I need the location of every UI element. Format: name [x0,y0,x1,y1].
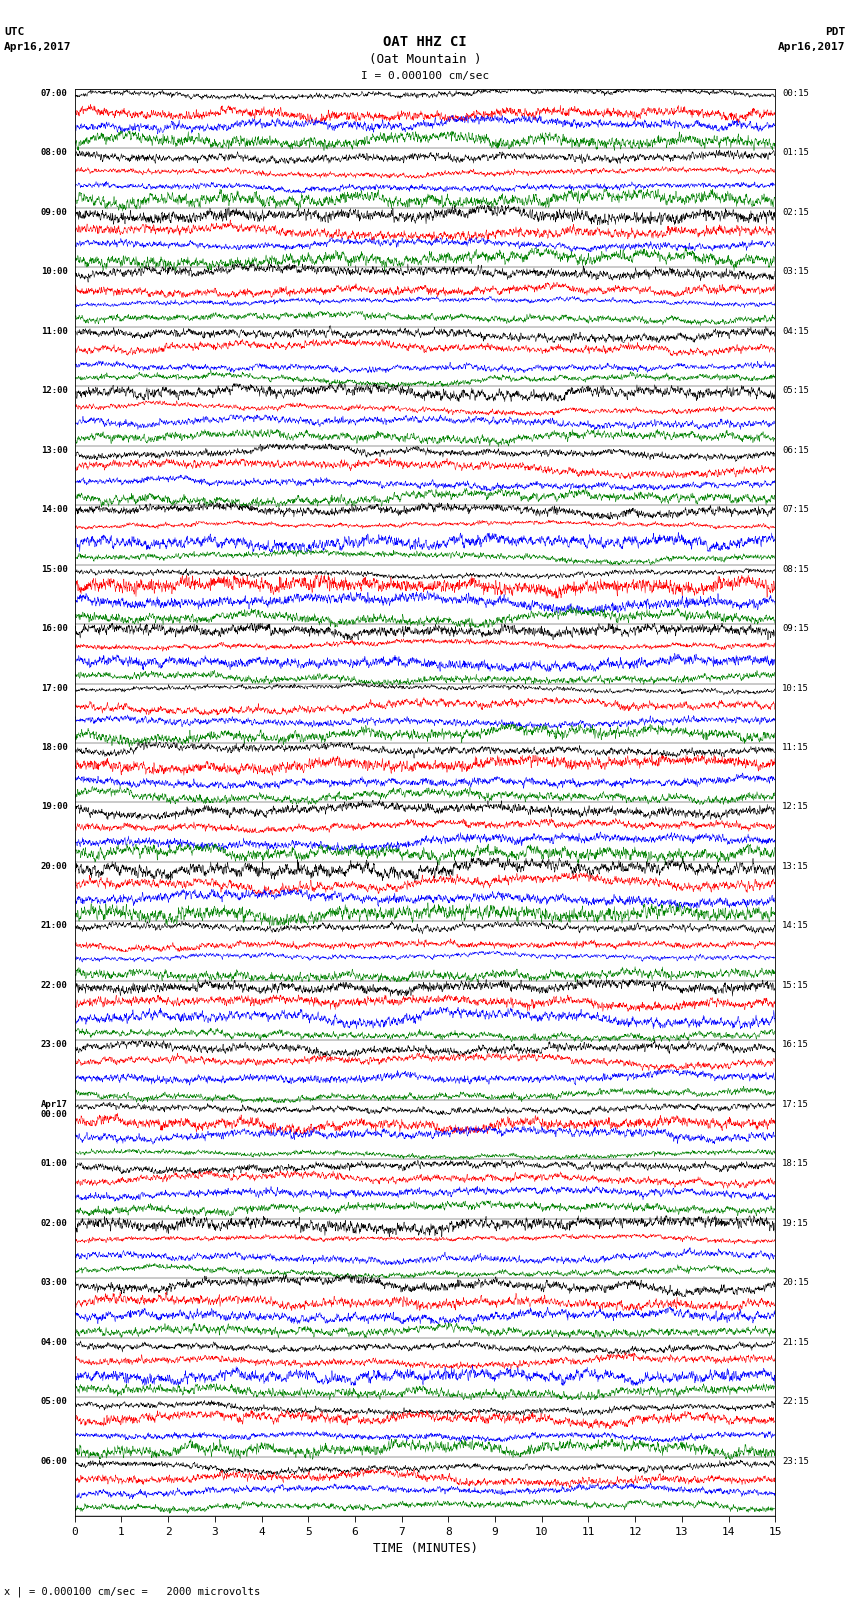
Text: 20:00: 20:00 [41,861,68,871]
Text: 22:15: 22:15 [782,1397,809,1407]
Text: Apr17
00:00: Apr17 00:00 [41,1100,68,1119]
Text: 14:00: 14:00 [41,505,68,515]
Text: 22:00: 22:00 [41,981,68,990]
Text: 21:00: 21:00 [41,921,68,931]
Text: 04:15: 04:15 [782,326,809,336]
Text: 00:15: 00:15 [782,89,809,98]
Text: 23:00: 23:00 [41,1040,68,1050]
Text: 08:00: 08:00 [41,148,68,156]
Text: 18:00: 18:00 [41,744,68,752]
Text: 11:00: 11:00 [41,326,68,336]
Text: 07:15: 07:15 [782,505,809,515]
Text: 19:00: 19:00 [41,803,68,811]
Text: 10:15: 10:15 [782,684,809,692]
Text: UTC: UTC [4,27,25,37]
Text: 01:15: 01:15 [782,148,809,156]
Text: 12:00: 12:00 [41,386,68,395]
Text: 20:15: 20:15 [782,1277,809,1287]
Text: x | = 0.000100 cm/sec =   2000 microvolts: x | = 0.000100 cm/sec = 2000 microvolts [4,1586,260,1597]
Text: 05:15: 05:15 [782,386,809,395]
Text: Apr16,2017: Apr16,2017 [779,42,846,52]
Text: 19:15: 19:15 [782,1219,809,1227]
Text: 18:15: 18:15 [782,1160,809,1168]
Text: 03:00: 03:00 [41,1277,68,1287]
Text: 06:15: 06:15 [782,445,809,455]
X-axis label: TIME (MINUTES): TIME (MINUTES) [372,1542,478,1555]
Text: 02:15: 02:15 [782,208,809,216]
Text: 04:00: 04:00 [41,1337,68,1347]
Text: 10:00: 10:00 [41,268,68,276]
Text: 11:15: 11:15 [782,744,809,752]
Text: 05:00: 05:00 [41,1397,68,1407]
Text: Apr16,2017: Apr16,2017 [4,42,71,52]
Text: 16:00: 16:00 [41,624,68,632]
Text: 15:15: 15:15 [782,981,809,990]
Text: PDT: PDT [825,27,846,37]
Text: 15:00: 15:00 [41,565,68,574]
Text: 23:15: 23:15 [782,1457,809,1466]
Text: 09:15: 09:15 [782,624,809,632]
Text: (Oat Mountain ): (Oat Mountain ) [369,53,481,66]
Text: 13:00: 13:00 [41,445,68,455]
Text: 07:00: 07:00 [41,89,68,98]
Text: 14:15: 14:15 [782,921,809,931]
Text: 16:15: 16:15 [782,1040,809,1050]
Text: 09:00: 09:00 [41,208,68,216]
Text: 13:15: 13:15 [782,861,809,871]
Text: 17:15: 17:15 [782,1100,809,1108]
Text: 01:00: 01:00 [41,1160,68,1168]
Text: 08:15: 08:15 [782,565,809,574]
Text: I = 0.000100 cm/sec: I = 0.000100 cm/sec [361,71,489,81]
Text: 06:00: 06:00 [41,1457,68,1466]
Text: 17:00: 17:00 [41,684,68,692]
Text: 12:15: 12:15 [782,803,809,811]
Text: 21:15: 21:15 [782,1337,809,1347]
Text: 03:15: 03:15 [782,268,809,276]
Text: OAT HHZ CI: OAT HHZ CI [383,35,467,50]
Text: 02:00: 02:00 [41,1219,68,1227]
